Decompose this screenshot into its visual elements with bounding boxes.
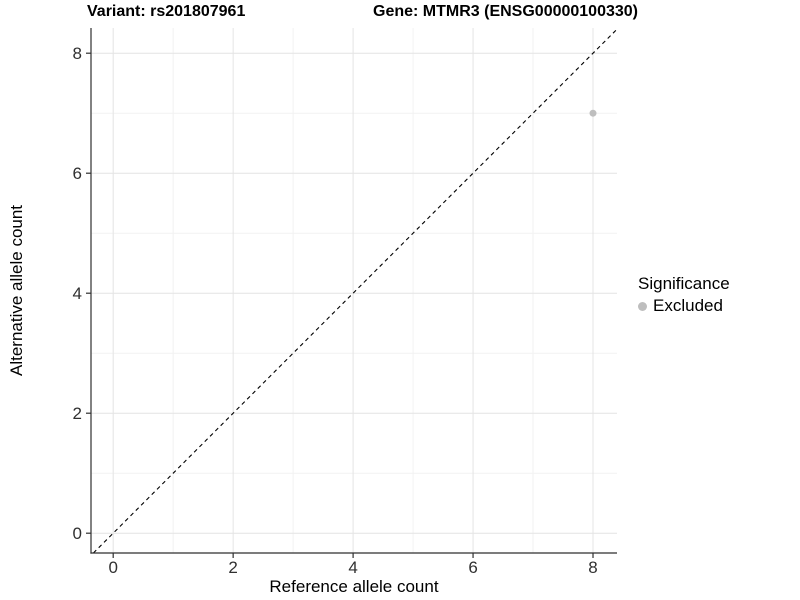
legend-title: Significance xyxy=(638,274,730,293)
x-tick-label: 8 xyxy=(588,558,597,577)
y-tick-label: 0 xyxy=(73,524,82,543)
legend-key-box xyxy=(638,299,650,313)
y-tick-label: 6 xyxy=(73,164,82,183)
data-point xyxy=(589,109,597,117)
excluded-point-icon xyxy=(638,301,647,311)
y-axis-title: Alternative allele count xyxy=(7,205,26,376)
gene-title: Gene: MTMR3 (ENSG00000100330) xyxy=(373,3,638,20)
x-axis-title: Reference allele count xyxy=(269,577,438,596)
x-tick-label: 0 xyxy=(108,558,117,577)
x-tick-label: 2 xyxy=(228,558,237,577)
identity-line xyxy=(93,28,618,554)
x-tick-label: 4 xyxy=(348,558,357,577)
y-tick-label: 4 xyxy=(73,284,82,303)
legend-entry-label: Excluded xyxy=(653,296,723,315)
variant-title: Variant: rs201807961 xyxy=(87,3,246,20)
legend-entry-excluded: Excluded xyxy=(638,296,730,316)
y-tick-label: 8 xyxy=(73,44,82,63)
legend: Significance Excluded xyxy=(638,274,730,316)
y-tick-label: 2 xyxy=(73,404,82,423)
x-tick-label: 6 xyxy=(468,558,477,577)
